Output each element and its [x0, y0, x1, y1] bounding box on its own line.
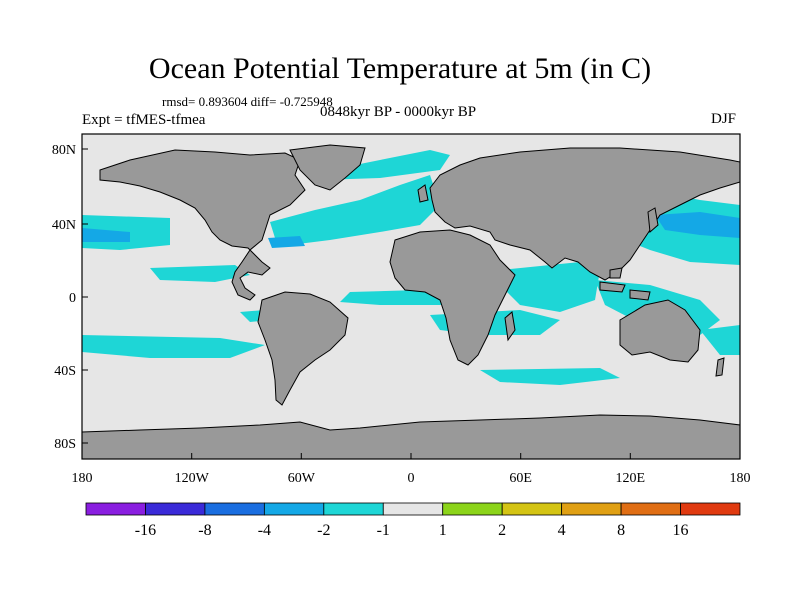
colorbar: -16 -8 -4 -2 -1 1 2 4 8 16 [85, 502, 741, 539]
longitude-axis: 180 120W 60W 0 60E 120E 180 [72, 453, 751, 486]
lat-tick-label: 40S [54, 364, 76, 379]
map-title: Ocean Potential Temperature at 5m (in C) [148, 52, 652, 85]
experiment-label: Expt = tfMES-tfmea [82, 112, 206, 128]
colorbar-label: 16 [673, 522, 689, 539]
madagascar-landmass [504, 311, 516, 342]
period-label: 0848kyr BP - 0000kyr BP [320, 104, 477, 120]
colorbar-label: 1 [439, 522, 447, 539]
colorbar-segment [680, 502, 741, 516]
colorbar-label: -16 [135, 522, 156, 539]
africa-landmass [389, 229, 516, 366]
colorbar-segment [85, 502, 146, 516]
colorbar-segment [382, 502, 444, 516]
colorbar-segment [145, 502, 206, 516]
colorbar-segment [442, 502, 503, 516]
lat-tick-label: 80N [52, 143, 76, 158]
land-masses [81, 144, 741, 460]
colorbar-segment [620, 502, 681, 516]
season-label: DJF [711, 111, 737, 127]
lon-tick-label: 180 [730, 471, 751, 486]
greenland-landmass [289, 144, 366, 191]
colorbar-label: -4 [258, 522, 271, 539]
colorbar-label: 4 [558, 522, 566, 539]
colorbar-segment [204, 502, 265, 516]
colorbar-label: 8 [617, 522, 625, 539]
lon-tick-label: 0 [408, 471, 415, 486]
lat-tick-label: 40N [52, 218, 76, 233]
lon-tick-label: 60E [509, 471, 532, 486]
colorbar-segment [323, 502, 384, 516]
colorbar-label: -8 [198, 522, 211, 539]
eurasia-landmass [429, 147, 741, 281]
south-america-landmass [257, 291, 349, 406]
lat-tick-label: 80S [54, 437, 76, 452]
strong-cool-regions [82, 212, 740, 248]
lon-tick-label: 180 [72, 471, 93, 486]
colorbar-segment [561, 502, 622, 516]
colorbar-label: -2 [317, 522, 330, 539]
latitude-axis: 80N 40N 0 40S 80S [52, 143, 88, 452]
lon-tick-label: 120W [175, 471, 210, 486]
lon-tick-label: 60W [288, 471, 316, 486]
rmsd-diff-stats: rmsd= 0.893604 diff= -0.725948 [162, 94, 333, 109]
lat-tick-label: 0 [69, 291, 76, 306]
colorbar-label: 2 [498, 522, 506, 539]
australia-landmass [619, 299, 701, 363]
colorbar-segment [263, 502, 325, 516]
lon-tick-label: 120E [616, 471, 646, 486]
colorbar-label: -1 [377, 522, 390, 539]
colorbar-segment [501, 502, 563, 516]
